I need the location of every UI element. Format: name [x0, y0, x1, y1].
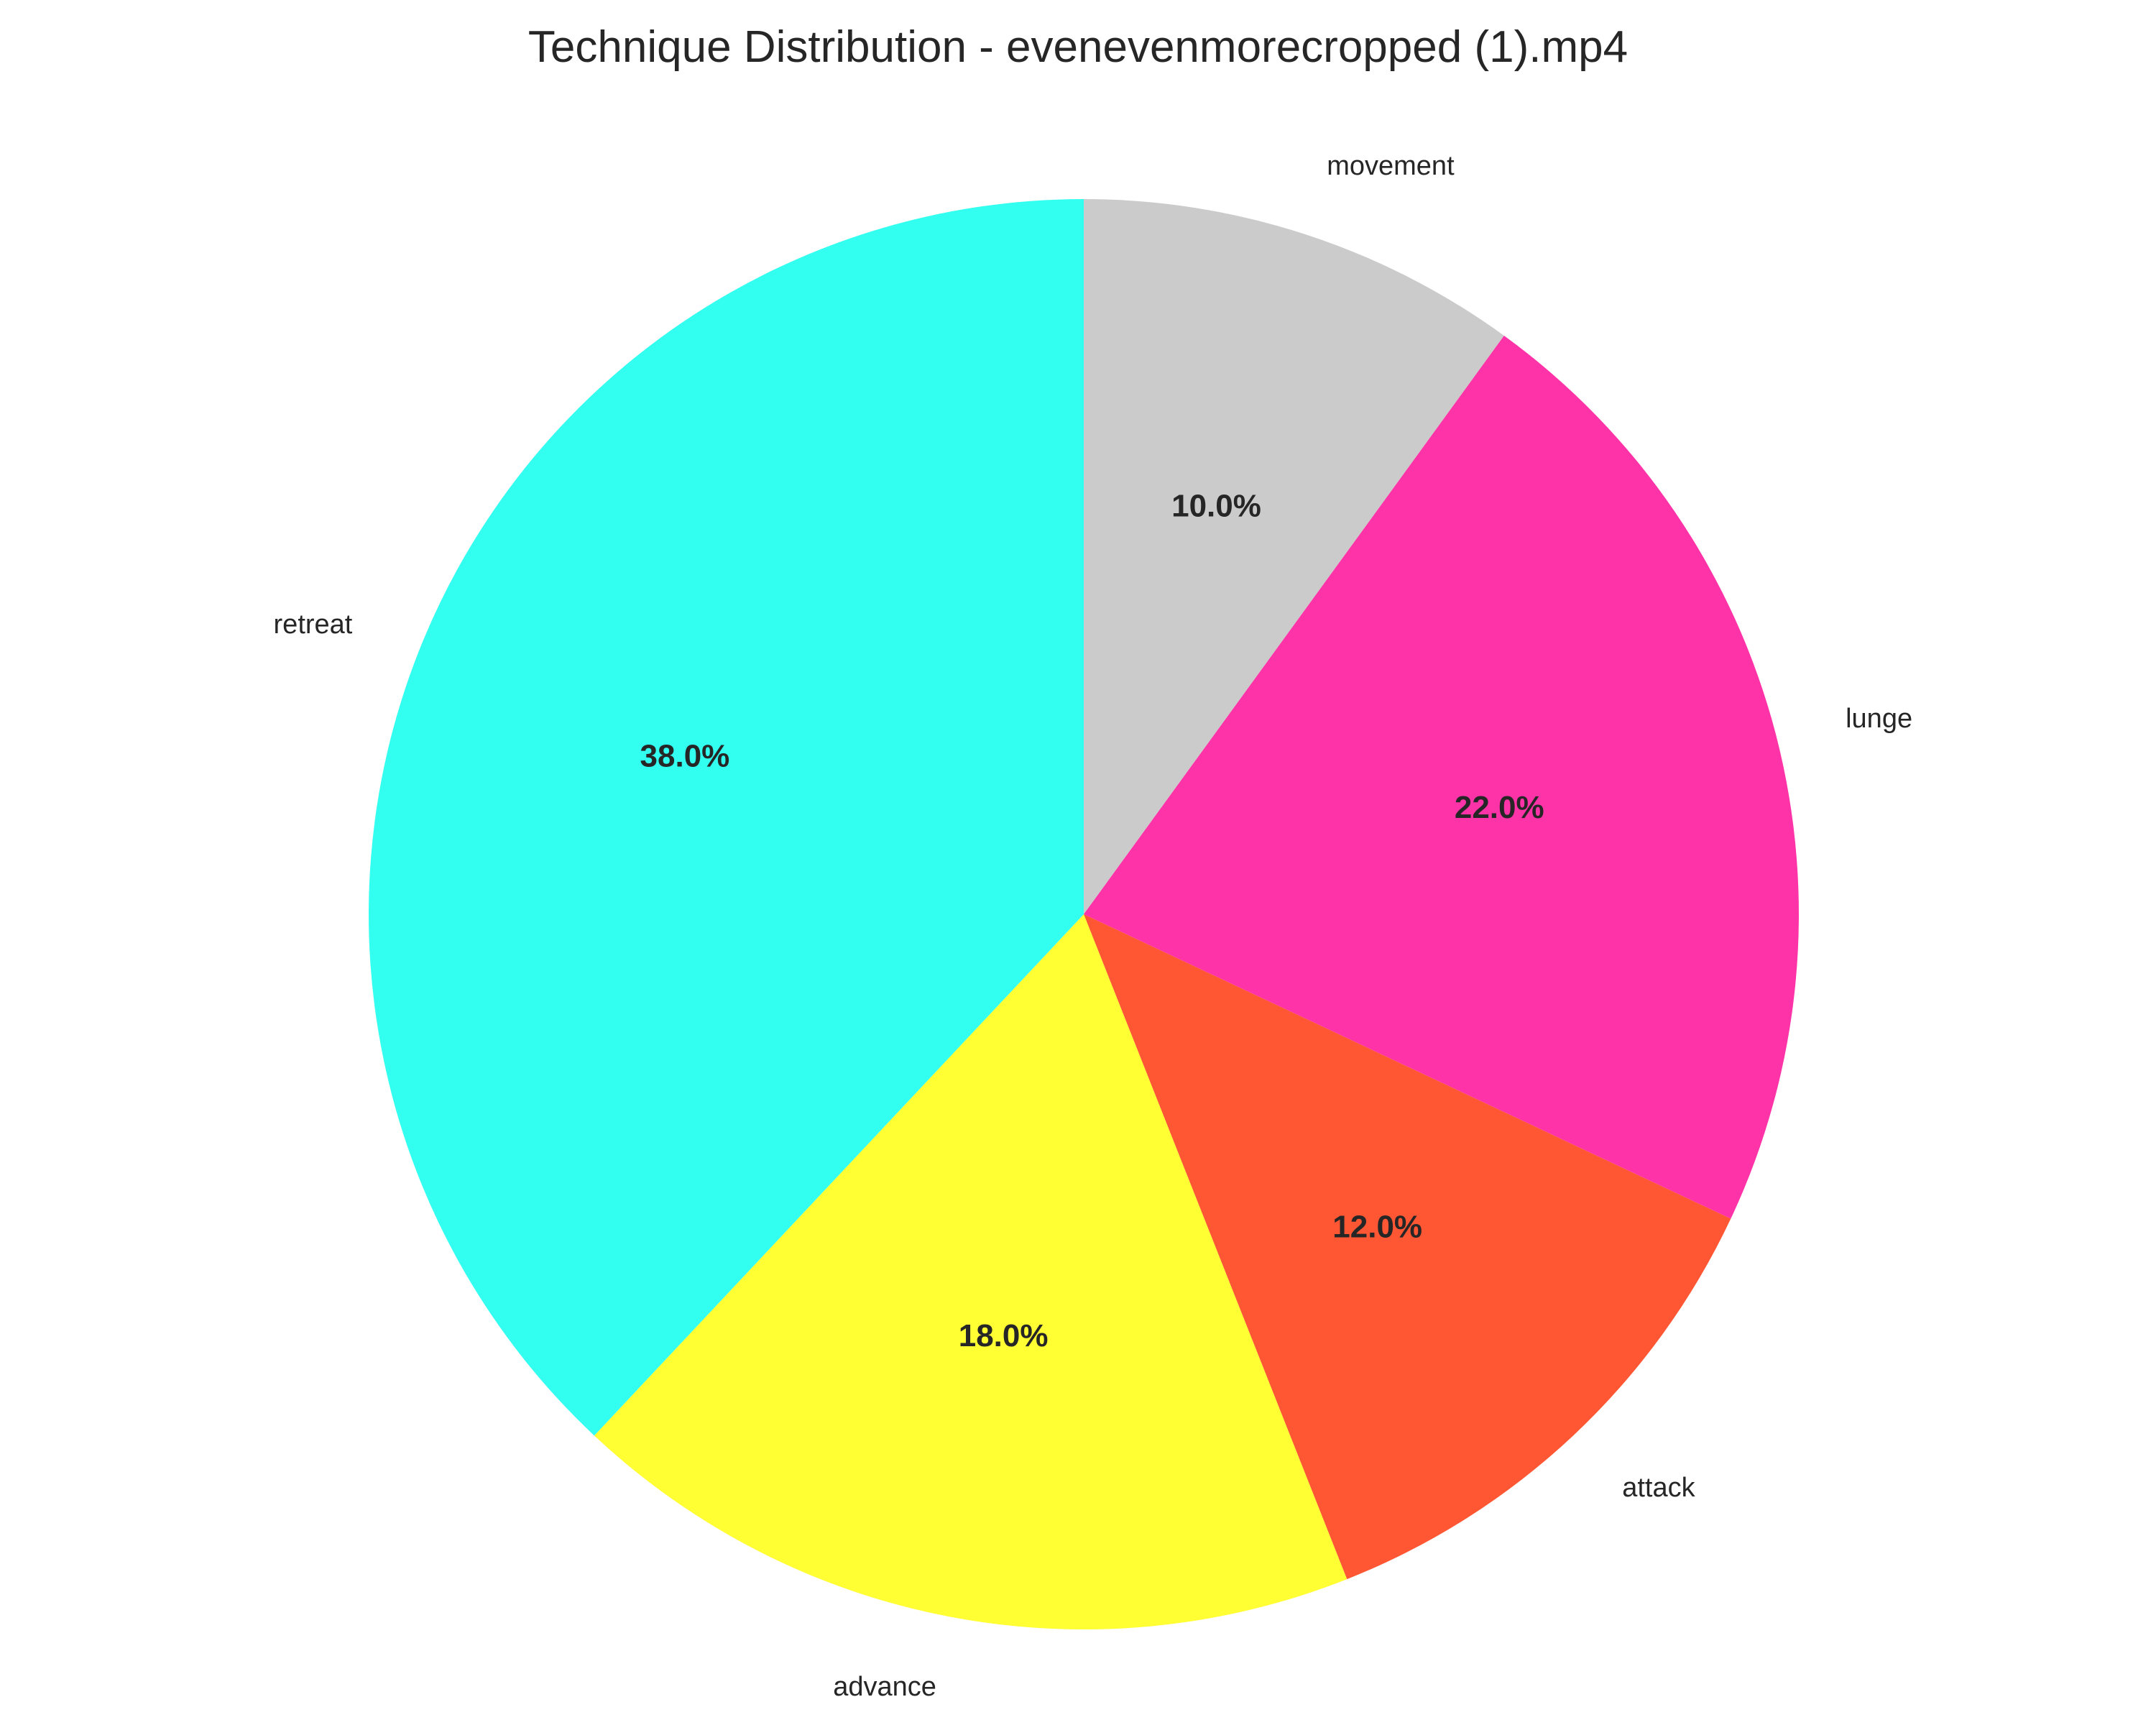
pie-slices	[369, 199, 1799, 1629]
pie-slice-attack	[1084, 914, 1731, 1580]
slice-label-lunge: lunge	[1846, 704, 1912, 734]
slice-label-attack: attack	[1622, 1473, 1695, 1503]
slice-label-advance: advance	[833, 1672, 936, 1702]
pct-label-attack: 12.0%	[1332, 1210, 1422, 1245]
pct-label-retreat: 38.0%	[640, 739, 730, 774]
pct-label-lunge: 22.0%	[1455, 790, 1544, 825]
slice-label-retreat: retreat	[274, 610, 353, 640]
pie-labels: movement 10.0% lunge 22.0% attack 12.0% advanc…	[274, 151, 1913, 1702]
chart-title: Technique Distribution - evenevenmorecro…	[528, 22, 1628, 72]
slice-label-movement: movement	[1327, 151, 1455, 181]
pie-slice-retreat	[369, 199, 1084, 1436]
pct-label-movement: 10.0%	[1171, 489, 1261, 524]
pie-slice-advance	[594, 914, 1348, 1629]
pie-slice-movement	[1084, 199, 1504, 914]
pie-slice-lunge	[1084, 336, 1799, 1219]
pct-label-advance: 18.0%	[959, 1318, 1049, 1353]
